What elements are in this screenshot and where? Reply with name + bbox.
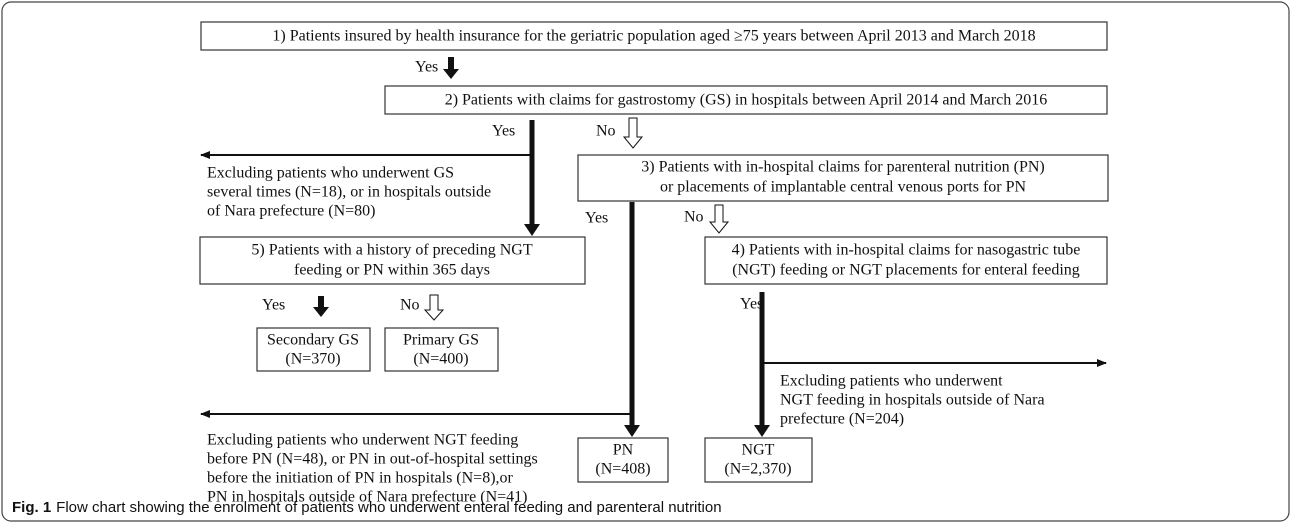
caption-label: Fig. 1	[12, 499, 51, 516]
edge-label: Yes	[415, 59, 438, 76]
edge-label: Yes	[740, 296, 763, 313]
exclusion-text: of Nara prefecture (N=80)	[207, 203, 375, 220]
arrows	[200, 57, 1107, 437]
box	[384, 85, 1108, 115]
exclusion-text: before the initiation of PN in hospitals…	[207, 470, 514, 487]
hollow-arrow	[622, 117, 644, 149]
box-text: 2) Patients with claims for gastrostomy …	[445, 92, 1048, 109]
box-text: (N=400)	[413, 351, 468, 368]
box-text: feeding or PN within 365 days	[294, 262, 490, 279]
box-text: Primary GS	[403, 332, 479, 349]
edge-label: Yes	[585, 210, 608, 227]
box	[384, 327, 499, 372]
exclusion-text: PN in hospitals outside of Nara prefectu…	[207, 489, 528, 506]
box-text: (NGT) feeding or NGT placements for ente…	[732, 262, 1080, 279]
box	[704, 236, 1108, 285]
box-text: PN	[613, 442, 634, 459]
box-text: 4) Patients with in-hospital claims for …	[732, 242, 1081, 259]
exclusion-text: NGT feeding in hospitals outside of Nara	[780, 392, 1045, 409]
edge-label: No	[400, 297, 420, 314]
caption: Fig. 1 Flow chart showing the enrolment o…	[12, 499, 722, 516]
exclusion-text: Excluding patients who underwent NGT fee…	[207, 432, 518, 449]
caption-text: Flow chart showing the enrolment of pati…	[56, 499, 721, 516]
box-text: NGT	[742, 442, 775, 459]
exclusion-text: Excluding patients who underwent	[780, 373, 1003, 390]
hollow-arrow	[423, 294, 445, 321]
box	[200, 21, 1108, 51]
edge-label: Yes	[262, 297, 285, 314]
box-text: 1) Patients insured by health insurance …	[272, 28, 1035, 45]
box	[199, 236, 586, 285]
box-text: Secondary GS	[267, 332, 359, 349]
box-text: 3) Patients with in-hospital claims for …	[641, 159, 1044, 176]
edge-label: No	[596, 123, 616, 140]
exclusion-text: several times (N=18), or in hospitals ou…	[207, 184, 491, 201]
edge-label: No	[684, 209, 704, 226]
box-text: (N=370)	[285, 351, 340, 368]
edge-label: Yes	[492, 123, 515, 140]
box	[256, 327, 371, 372]
arrow-head	[754, 425, 770, 437]
box-text: (N=408)	[595, 461, 650, 478]
hollow-arrow	[708, 204, 730, 234]
box-text: 5) Patients with a history of preceding …	[251, 242, 533, 259]
box	[577, 437, 669, 483]
arrow-head	[524, 224, 540, 236]
box	[577, 154, 1109, 202]
exclusion-text: prefecture (N=204)	[780, 411, 904, 428]
filled-arrow	[313, 296, 329, 317]
arrow-head	[624, 425, 640, 437]
box-text: or placements of implantable central ven…	[660, 179, 1027, 196]
filled-arrow	[443, 57, 459, 79]
exclusion-text: before PN (N=48), or PN in out-of-hospit…	[207, 451, 538, 468]
exclusion-text: Excluding patients who underwent GS	[207, 165, 454, 182]
box	[704, 437, 813, 483]
box-text: (N=2,370)	[724, 461, 791, 478]
